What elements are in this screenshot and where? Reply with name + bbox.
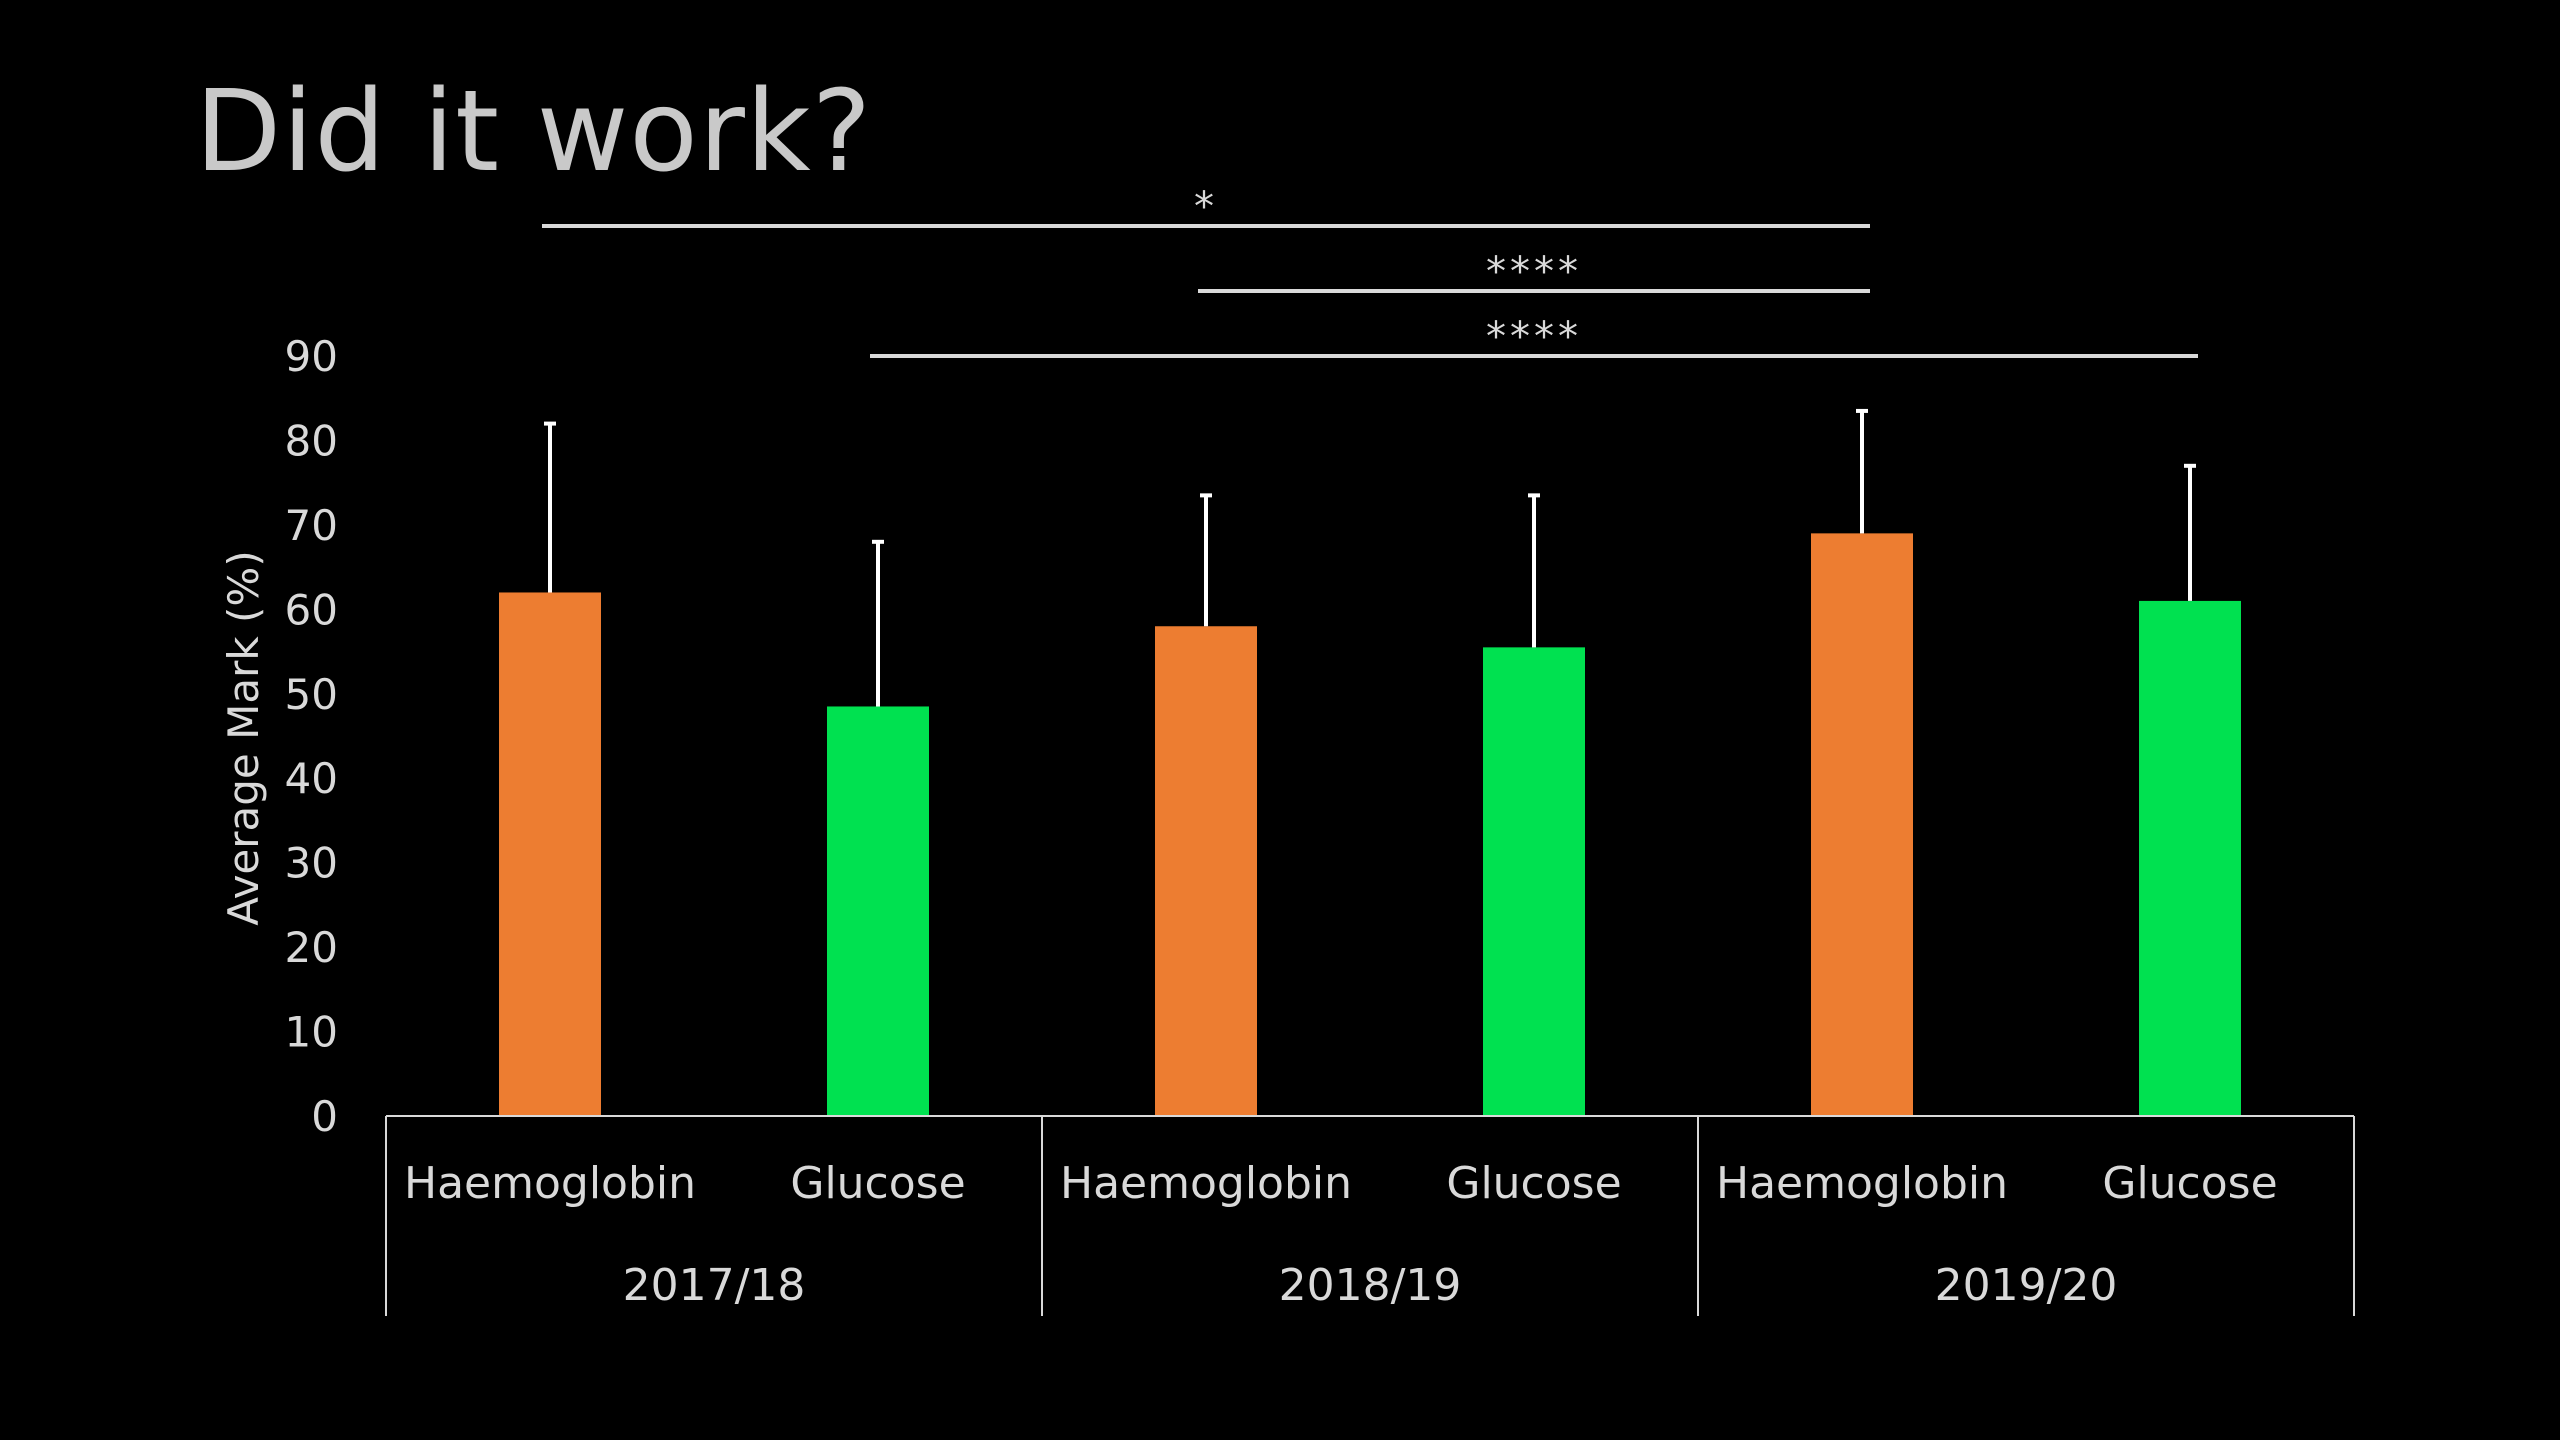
y-tick-label: 30 (285, 839, 338, 888)
y-tick-label: 0 (311, 1092, 338, 1141)
y-tick-label: 20 (285, 923, 338, 972)
bar-haemoglobin-2019-20 (1811, 533, 1913, 1116)
y-axis: Average Mark (%) 0 10 20 30 40 50 60 70 80 90 (219, 332, 338, 1141)
significance-brackets: ********* (542, 184, 2198, 360)
bar-glucose-2019-20 (2139, 600, 2241, 1116)
bar-haemoglobin-2018-19 (1155, 626, 1257, 1116)
bars (499, 408, 2241, 1116)
bar-haemoglobin-2017-18 (499, 592, 601, 1116)
slide-title: Did it work? (195, 67, 873, 197)
x-group-label: 2019/20 (1935, 1260, 2118, 1311)
x-category-label: Haemoglobin (404, 1158, 696, 1209)
y-tick-label: 90 (285, 332, 338, 381)
x-category-label: Haemoglobin (1716, 1158, 2008, 1209)
y-tick-label: 50 (285, 670, 338, 719)
y-tick-label: 60 (285, 585, 338, 634)
x-category-label: Glucose (2102, 1158, 2277, 1209)
y-axis-label: Average Mark (%) (219, 550, 268, 925)
x-category-label: Glucose (1446, 1158, 1621, 1209)
y-tick-label: 10 (285, 1008, 338, 1057)
x-group-label: 2017/18 (623, 1260, 806, 1311)
significance-label: * (1194, 184, 1218, 230)
significance-label: **** (1486, 314, 1582, 360)
significance-label: **** (1486, 249, 1582, 295)
y-tick-label: 70 (285, 501, 338, 550)
x-axis: Haemoglobin Glucose Haemoglobin Glucose Haem… (385, 1115, 2355, 1316)
y-tick-label: 40 (285, 754, 338, 803)
x-group-label: 2018/19 (1279, 1260, 1462, 1311)
bar-glucose-2018-19 (1483, 647, 1585, 1116)
x-category-label: Glucose (790, 1158, 965, 1209)
x-category-label: Haemoglobin (1060, 1158, 1352, 1209)
bar-glucose-2017-18 (827, 706, 929, 1116)
y-tick-label: 80 (285, 416, 338, 465)
